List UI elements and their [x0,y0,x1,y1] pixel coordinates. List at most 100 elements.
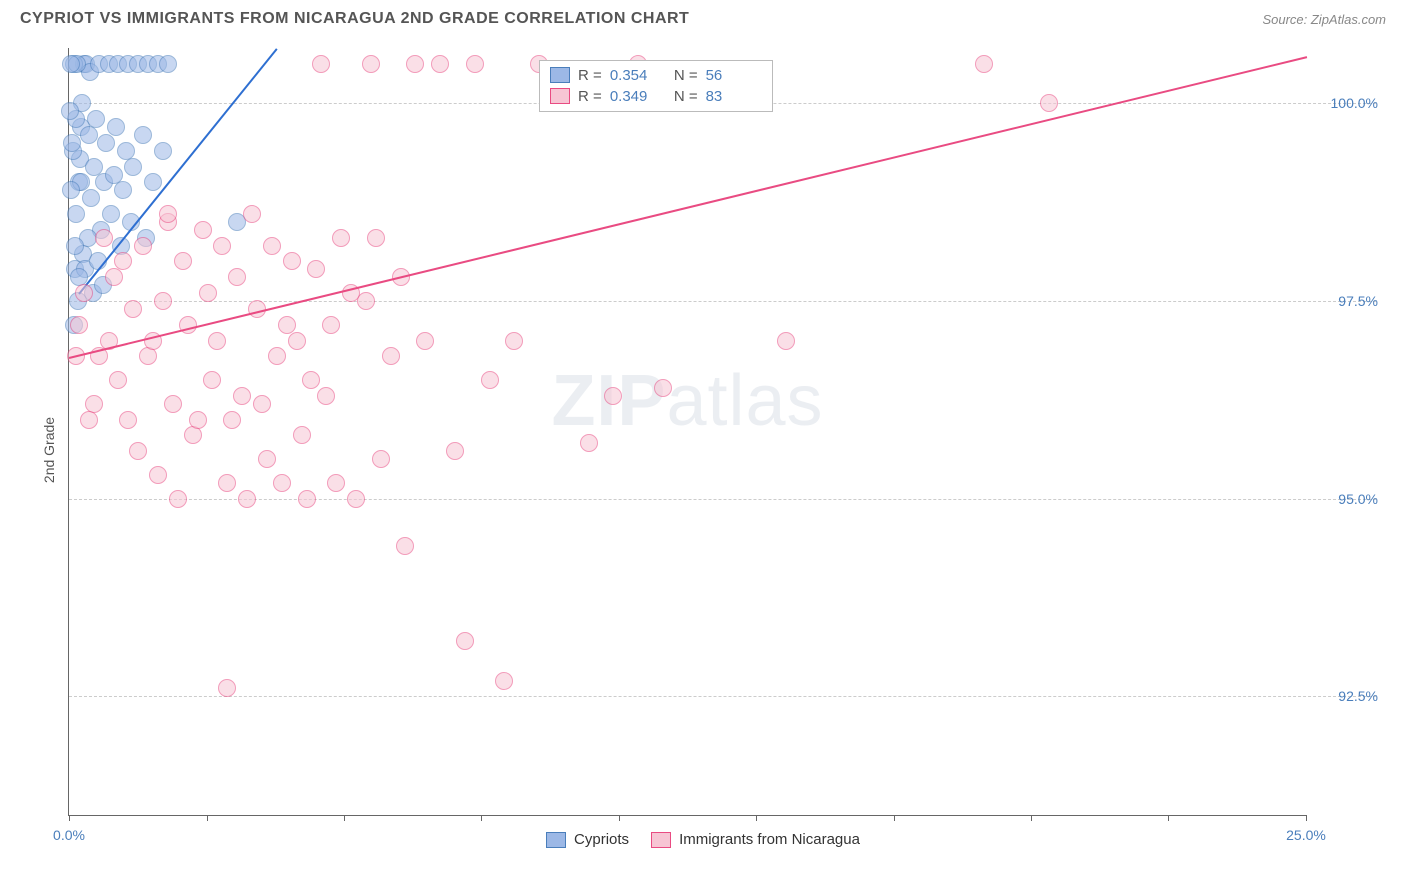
data-point-nicaragua [159,205,177,223]
r-label: R = [578,67,602,84]
data-point-nicaragua [456,632,474,650]
data-point-nicaragua [263,237,281,255]
data-point-nicaragua [362,55,380,73]
data-point-nicaragua [228,268,246,286]
data-point-nicaragua [208,332,226,350]
y-axis-label: 2nd Grade [41,417,57,483]
data-point-nicaragua [307,260,325,278]
n-value: 83 [706,88,762,105]
chart-container: 2nd Grade ZIPatlas 92.5%95.0%97.5%100.0%… [20,48,1386,852]
gridline [69,301,1376,302]
data-point-nicaragua [218,474,236,492]
data-point-nicaragua [114,252,132,270]
x-tick [481,815,482,821]
data-point-nicaragua [283,252,301,270]
data-point-nicaragua [203,371,221,389]
data-point-nicaragua [416,332,434,350]
data-point-nicaragua [975,55,993,73]
data-point-nicaragua [481,371,499,389]
data-point-cypriots [67,205,85,223]
data-point-nicaragua [134,237,152,255]
data-point-nicaragua [332,229,350,247]
data-point-nicaragua [139,347,157,365]
data-point-nicaragua [95,229,113,247]
data-point-nicaragua [233,387,251,405]
data-point-cypriots [61,102,79,120]
data-point-nicaragua [129,442,147,460]
r-label: R = [578,88,602,105]
data-point-nicaragua [372,450,390,468]
watermark-atlas: atlas [666,361,823,441]
swatch-icon [550,88,570,104]
r-value: 0.349 [610,88,666,105]
data-point-nicaragua [199,284,217,302]
watermark: ZIPatlas [551,360,823,442]
data-point-cypriots [114,181,132,199]
data-point-nicaragua [466,55,484,73]
data-point-nicaragua [580,434,598,452]
x-tick [756,815,757,821]
gridline [69,499,1376,500]
plot-area: ZIPatlas 92.5%95.0%97.5%100.0%0.0%25.0%R… [68,48,1306,816]
data-point-nicaragua [243,205,261,223]
data-point-nicaragua [495,672,513,690]
gridline [69,696,1376,697]
data-point-nicaragua [273,474,291,492]
data-point-nicaragua [317,387,335,405]
stats-box: R = 0.354 N = 56 R = 0.349 N = 83 [539,60,773,112]
data-point-nicaragua [154,292,172,310]
data-point-nicaragua [174,252,192,270]
data-point-nicaragua [75,284,93,302]
data-point-nicaragua [604,387,622,405]
data-point-nicaragua [777,332,795,350]
data-point-cypriots [62,55,80,73]
data-point-nicaragua [169,490,187,508]
data-point-cypriots [159,55,177,73]
data-point-nicaragua [322,316,340,334]
chart-title: CYPRIOT VS IMMIGRANTS FROM NICARAGUA 2ND… [20,10,689,28]
data-point-nicaragua [302,371,320,389]
data-point-nicaragua [105,268,123,286]
data-point-nicaragua [654,379,672,397]
stats-row-cypriots: R = 0.354 N = 56 [550,65,762,86]
x-tick [207,815,208,821]
data-point-nicaragua [238,490,256,508]
source-credit: Source: ZipAtlas.com [1262,12,1386,27]
y-tick-label: 95.0% [1338,491,1378,507]
data-point-cypriots [97,134,115,152]
data-point-cypriots [66,237,84,255]
data-point-nicaragua [80,411,98,429]
r-value: 0.354 [610,67,666,84]
data-point-cypriots [107,118,125,136]
x-tick [894,815,895,821]
legend-label: Cypriots [574,831,629,848]
y-tick-label: 100.0% [1331,95,1378,111]
data-point-cypriots [87,110,105,128]
y-tick-label: 97.5% [1338,293,1378,309]
x-tick [1031,815,1032,821]
data-point-nicaragua [189,411,207,429]
data-point-cypriots [144,173,162,191]
data-point-cypriots [80,126,98,144]
data-point-nicaragua [293,426,311,444]
data-point-nicaragua [367,229,385,247]
data-point-cypriots [154,142,172,160]
data-point-nicaragua [258,450,276,468]
data-point-nicaragua [288,332,306,350]
n-label: N = [674,67,698,84]
data-point-nicaragua [184,426,202,444]
x-tick [619,815,620,821]
n-label: N = [674,88,698,105]
n-value: 56 [706,67,762,84]
data-point-nicaragua [119,411,137,429]
data-point-nicaragua [213,237,231,255]
data-point-nicaragua [431,55,449,73]
data-point-nicaragua [312,55,330,73]
legend-item: Cypriots [546,831,629,848]
data-point-nicaragua [223,411,241,429]
data-point-nicaragua [1040,94,1058,112]
data-point-nicaragua [194,221,212,239]
data-point-nicaragua [347,490,365,508]
data-point-cypriots [134,126,152,144]
stats-row-nicaragua: R = 0.349 N = 83 [550,86,762,107]
